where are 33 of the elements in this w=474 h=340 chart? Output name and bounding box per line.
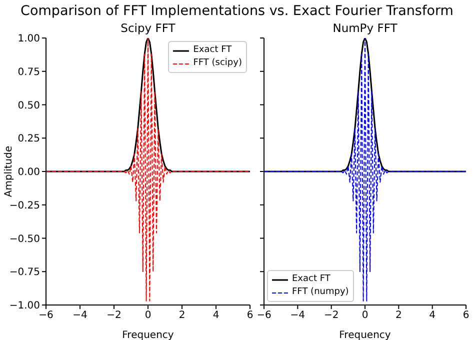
x-axis-title: Frequency xyxy=(122,330,174,340)
x-tick-label: 0 xyxy=(362,310,368,322)
y-tick-label: −0.25 xyxy=(9,200,40,212)
x-tick-label: 4 xyxy=(212,310,220,322)
y-tick-label: 0.25 xyxy=(18,134,40,145)
y-axis-title: Amplitude xyxy=(4,146,15,198)
y-tick-label: −0.75 xyxy=(9,267,40,278)
x-tick-label: 2 xyxy=(178,310,186,322)
x-tick-label: −2 xyxy=(106,310,122,322)
x-tick-label: −4 xyxy=(290,310,306,322)
x-tick-label: 4 xyxy=(429,310,436,322)
x-tick-label: 6 xyxy=(246,310,254,322)
x-tick-label: 6 xyxy=(462,310,470,322)
x-tick-label: −6 xyxy=(38,310,54,322)
legend-label: FFT (numpy) xyxy=(292,286,349,299)
y-tick-label: −1.00 xyxy=(9,300,40,312)
x-tick-label: −4 xyxy=(72,310,88,322)
legend-label: Exact FT xyxy=(292,273,330,286)
y-tick-label: 0.75 xyxy=(18,66,40,78)
chart-title: NumPy FFT xyxy=(332,21,398,35)
x-axis-title: Frequency xyxy=(339,330,391,340)
x-tick-label: 2 xyxy=(395,310,402,322)
y-tick-label: 0.50 xyxy=(18,100,40,112)
legend-label: Exact FT xyxy=(193,44,232,57)
x-tick-label: 0 xyxy=(144,310,152,322)
y-tick-label: 1.00 xyxy=(18,34,40,45)
chart-title: Scipy FFT xyxy=(120,21,176,35)
y-tick-label: −0.50 xyxy=(9,234,40,245)
x-tick-label: −6 xyxy=(256,310,272,322)
text: Comparison of FFT Implementations vs. Exact Fourier Transform xyxy=(20,3,454,19)
y-tick-label: 0.00 xyxy=(18,167,40,178)
x-tick-label: −2 xyxy=(324,310,339,322)
legend-label: FFT (scipy) xyxy=(193,57,242,70)
